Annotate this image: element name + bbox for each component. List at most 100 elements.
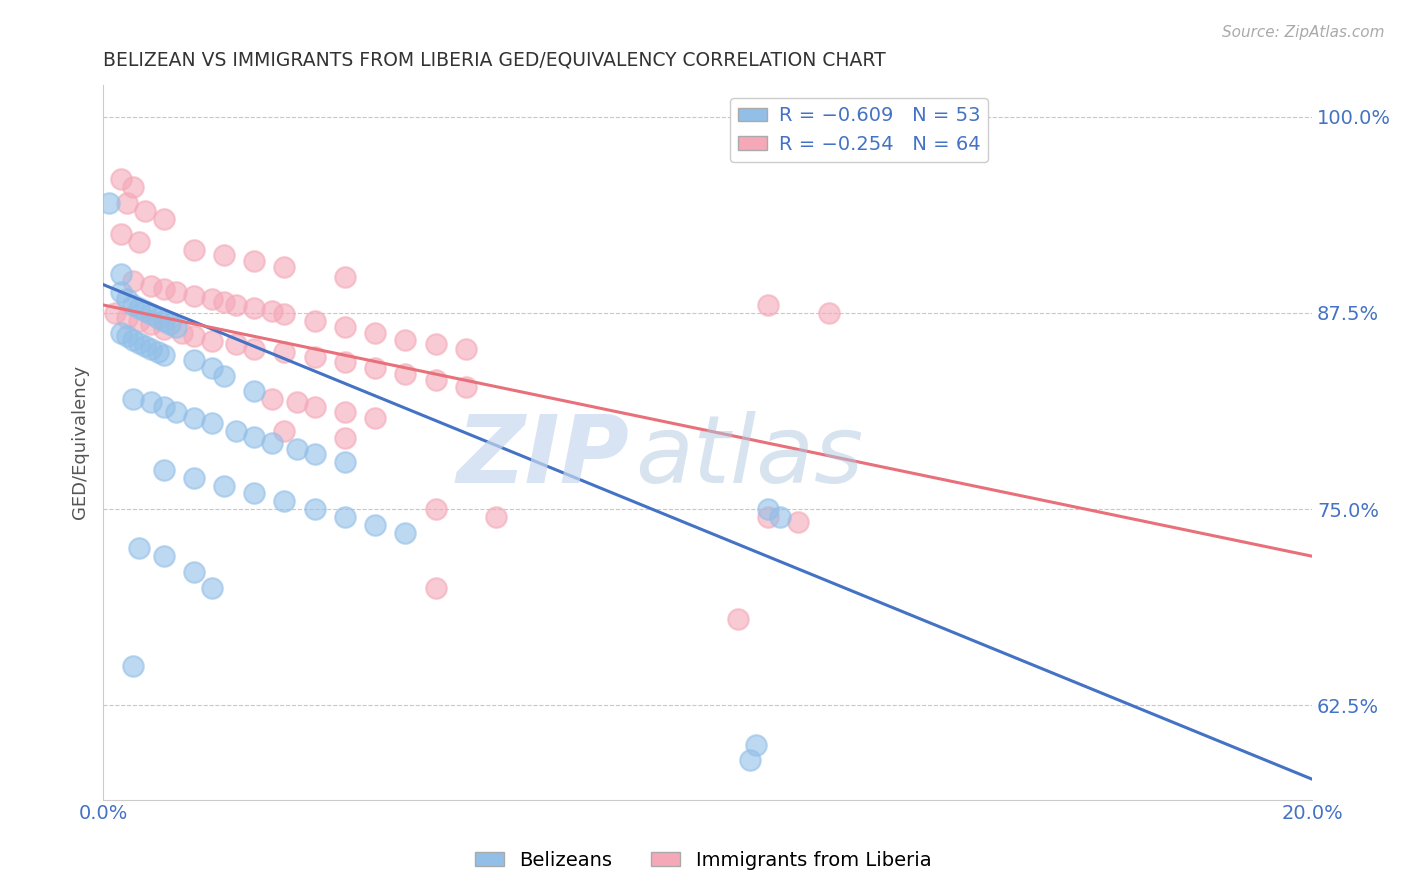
Legend: R = −0.609   N = 53, R = −0.254   N = 64: R = −0.609 N = 53, R = −0.254 N = 64 <box>730 98 988 161</box>
Point <box>201 360 224 375</box>
Point <box>183 471 205 485</box>
Point <box>304 502 326 516</box>
Legend: Belizeans, Immigrants from Liberia: Belizeans, Immigrants from Liberia <box>467 843 939 878</box>
Point <box>152 313 174 327</box>
Point <box>285 442 308 457</box>
Point <box>141 307 163 321</box>
Point <box>134 203 156 218</box>
Point <box>117 310 139 325</box>
Text: BELIZEAN VS IMMIGRANTS FROM LIBERIA GED/EQUIVALENCY CORRELATION CHART: BELIZEAN VS IMMIGRANTS FROM LIBERIA GED/… <box>103 51 886 70</box>
Point <box>225 337 247 351</box>
Point <box>304 400 326 414</box>
Point <box>134 304 156 318</box>
Point <box>212 294 235 309</box>
Point <box>394 367 416 381</box>
Point <box>152 549 174 564</box>
Point <box>425 337 447 351</box>
Point <box>756 510 779 524</box>
Point <box>454 379 477 393</box>
Point <box>425 581 447 595</box>
Point <box>201 334 224 348</box>
Point <box>146 310 169 325</box>
Point <box>333 405 356 419</box>
Point <box>159 317 181 331</box>
Point <box>128 335 150 350</box>
Point <box>243 430 266 444</box>
Point <box>122 180 145 194</box>
Point <box>738 753 761 767</box>
Point <box>212 248 235 262</box>
Point <box>165 405 187 419</box>
Point <box>425 373 447 387</box>
Point <box>727 612 749 626</box>
Point <box>745 738 768 752</box>
Point <box>110 172 132 186</box>
Point <box>104 306 127 320</box>
Point <box>273 345 295 359</box>
Point <box>134 339 156 353</box>
Point <box>756 298 779 312</box>
Point <box>183 329 205 343</box>
Point <box>122 298 145 312</box>
Text: ZIP: ZIP <box>456 410 628 503</box>
Point <box>141 342 163 356</box>
Point <box>141 395 163 409</box>
Point <box>817 306 839 320</box>
Point <box>364 411 387 425</box>
Point <box>273 494 295 508</box>
Point <box>152 463 174 477</box>
Point <box>152 348 174 362</box>
Point <box>333 354 356 368</box>
Point <box>212 368 235 383</box>
Point <box>152 321 174 335</box>
Point <box>128 541 150 556</box>
Point <box>425 502 447 516</box>
Point <box>183 565 205 579</box>
Point <box>128 301 150 315</box>
Point <box>333 269 356 284</box>
Point <box>152 400 174 414</box>
Point <box>128 235 150 249</box>
Point <box>262 304 284 318</box>
Point <box>122 659 145 673</box>
Point <box>454 342 477 356</box>
Point <box>117 195 139 210</box>
Point <box>262 392 284 407</box>
Point <box>485 510 508 524</box>
Point <box>364 517 387 532</box>
Point <box>394 333 416 347</box>
Point <box>110 326 132 341</box>
Point <box>183 243 205 257</box>
Point <box>273 260 295 275</box>
Point <box>110 285 132 300</box>
Point <box>110 267 132 281</box>
Point <box>201 292 224 306</box>
Point <box>165 285 187 300</box>
Point <box>394 525 416 540</box>
Point <box>141 279 163 293</box>
Point <box>304 350 326 364</box>
Point <box>285 395 308 409</box>
Y-axis label: GED/Equivalency: GED/Equivalency <box>72 366 89 519</box>
Point <box>769 510 792 524</box>
Point <box>364 326 387 341</box>
Point <box>243 384 266 399</box>
Point <box>304 447 326 461</box>
Point <box>165 320 187 334</box>
Point <box>183 411 205 425</box>
Point <box>333 432 356 446</box>
Point <box>110 227 132 242</box>
Point <box>201 581 224 595</box>
Point <box>243 342 266 356</box>
Point <box>333 510 356 524</box>
Point <box>98 195 121 210</box>
Point <box>364 360 387 375</box>
Point <box>333 320 356 334</box>
Point <box>273 424 295 438</box>
Point <box>183 288 205 302</box>
Point <box>304 313 326 327</box>
Point <box>243 301 266 315</box>
Point <box>122 392 145 407</box>
Point <box>152 211 174 226</box>
Point <box>243 254 266 268</box>
